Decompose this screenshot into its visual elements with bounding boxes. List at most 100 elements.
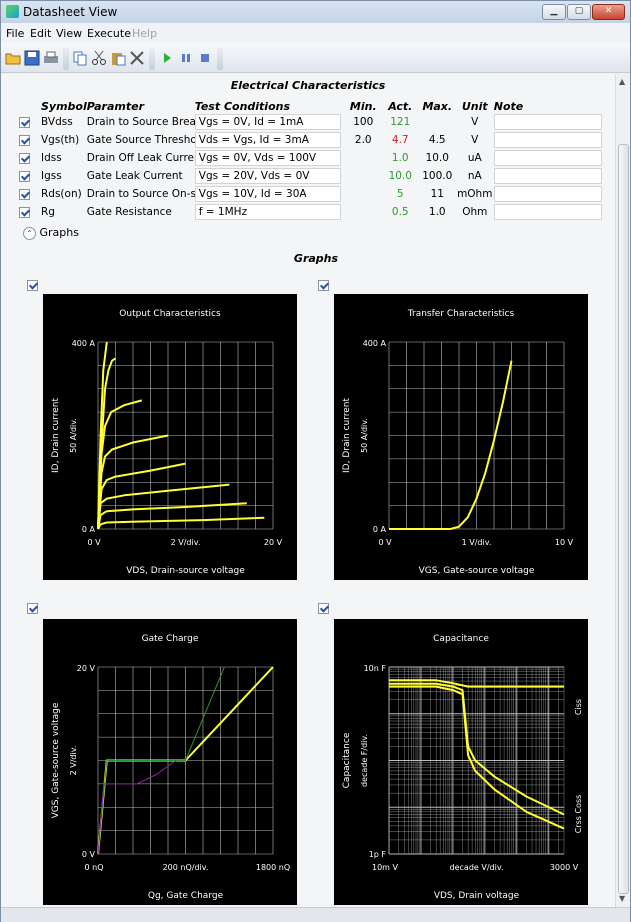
cut-icon[interactable]: [91, 50, 107, 66]
note-field[interactable]: [493, 150, 602, 166]
note-field[interactable]: [493, 114, 602, 130]
cell-parameter: Gate Leak Current: [86, 170, 183, 182]
window-title: Datasheet View: [23, 5, 118, 19]
cell-unit: Ohm: [462, 206, 488, 218]
maximize-button[interactable]: ▢: [567, 4, 591, 20]
chart-title: Capacitance: [433, 634, 489, 644]
note-field[interactable]: [493, 204, 602, 220]
cell-act: 5: [396, 188, 404, 200]
pause-icon[interactable]: [178, 50, 194, 66]
scroll-up-icon[interactable]: ▲: [619, 77, 626, 86]
cell-parameter: Gate Resistance: [86, 206, 172, 218]
row-checkbox[interactable]: [19, 152, 30, 164]
row-checkbox[interactable]: [19, 134, 30, 146]
cell-symbol: Rg: [41, 206, 55, 218]
save-icon[interactable]: [24, 50, 40, 66]
cell-max: 100.0: [422, 170, 453, 182]
note-field[interactable]: [493, 132, 602, 148]
x-axis-label: Qg, Gate Charge: [148, 891, 224, 901]
table-row: Idss Drain Off Leak Current Vgs = 0V, Vds …: [19, 149, 604, 167]
title-bar[interactable]: Datasheet View ▁ ▢ ✕: [1, 1, 630, 23]
scroll-down-icon[interactable]: ▼: [619, 894, 626, 903]
y-tick-label: 10n F: [364, 664, 387, 673]
table-row: Rg Gate Resistance f = 1MHz 0.5 1.0 Ohm: [19, 203, 604, 221]
y-div-label: 50 A/div.: [69, 418, 78, 453]
chart-grid: [97, 666, 274, 855]
graph-checkbox-gate-charge[interactable]: [27, 603, 38, 614]
y-tick-label: 20 V: [77, 664, 96, 673]
chevron-up-icon[interactable]: ⌃: [23, 226, 36, 240]
delete-icon[interactable]: [129, 50, 145, 66]
series-line-0: [389, 360, 513, 530]
toolbar-separator: [149, 48, 155, 70]
cell-min: [345, 203, 382, 221]
cell-max: [419, 113, 456, 131]
note-field[interactable]: [493, 168, 602, 184]
cell-symbol: Rds(on): [41, 188, 82, 200]
conditions-field[interactable]: Vgs = 0V, Id = 1mA: [194, 114, 341, 130]
graphs-toggle[interactable]: ⌃ Graphs: [23, 226, 79, 240]
y-tick-label: 0 V: [82, 850, 96, 859]
x-tick-label: 0 V: [378, 538, 392, 547]
menu-edit[interactable]: Edit: [30, 27, 52, 40]
cell-min: [345, 149, 382, 167]
x-axis-label: VGS, Gate-source voltage: [419, 566, 535, 576]
cell-act: 4.7: [391, 134, 409, 146]
chart-title: Gate Charge: [142, 634, 199, 644]
electrical-table: Symbol Paramter Test Conditions Min. Act…: [19, 100, 604, 221]
series-line-1: [97, 666, 225, 855]
legend-crss-coss: Crss Coss: [574, 795, 583, 834]
close-button[interactable]: ✕: [592, 4, 625, 20]
print-icon[interactable]: [43, 50, 59, 66]
graphs-toggle-label: Graphs: [39, 226, 79, 239]
cell-unit: V: [471, 134, 479, 146]
graph-checkbox-transfer[interactable]: [318, 280, 329, 291]
conditions-field[interactable]: f = 1MHz: [194, 204, 341, 220]
cell-parameter: Drain to Source On-state···: [86, 188, 195, 200]
series-line-2: [97, 399, 143, 530]
conditions-field[interactable]: Vds = Vgs, Id = 3mA: [194, 132, 341, 148]
row-checkbox[interactable]: [19, 116, 30, 128]
conditions-field[interactable]: Vgs = 0V, Vds = 100V: [194, 150, 341, 166]
note-field[interactable]: [493, 186, 602, 202]
menu-file[interactable]: File: [6, 27, 25, 40]
chart-title: Transfer Characteristics: [407, 309, 515, 319]
conditions-field[interactable]: Vgs = 20V, Vds = 0V: [194, 168, 341, 184]
series-line-1: [389, 682, 565, 816]
menu-help[interactable]: Help: [132, 27, 158, 40]
minimize-button[interactable]: ▁: [542, 4, 566, 20]
x-axis-label: VDS, Drain-source voltage: [126, 566, 245, 576]
scroll-thumb[interactable]: [618, 144, 629, 894]
cell-min: [345, 167, 382, 185]
run-icon[interactable]: [159, 50, 175, 66]
content-area: Electrical Characteristics Symbol Paramt…: [1, 74, 615, 907]
vertical-scrollbar[interactable]: ▲ ▼: [615, 74, 630, 907]
conditions-field[interactable]: Vgs = 10V, Id = 30A: [194, 186, 341, 202]
cell-unit: nA: [467, 170, 482, 182]
x-tick-label: 20 V: [264, 538, 283, 547]
series-line-5: [97, 483, 230, 530]
row-checkbox[interactable]: [19, 188, 30, 200]
series-line-2: [389, 685, 565, 830]
graph-checkbox-output[interactable]: [27, 280, 38, 291]
toolbar: [1, 43, 630, 73]
row-checkbox[interactable]: [19, 206, 30, 218]
series-line-2: [97, 760, 177, 855]
copy-icon[interactable]: [72, 50, 88, 66]
cell-symbol: Igss: [41, 170, 62, 182]
cell-max: 11: [430, 188, 444, 200]
paste-icon[interactable]: [110, 50, 126, 66]
menu-execute[interactable]: Execute: [87, 27, 131, 40]
graph-checkbox-capacitance[interactable]: [318, 603, 329, 614]
cell-max: 1.0: [428, 206, 446, 218]
chart-grid: [97, 341, 274, 530]
x-tick-label: 10m V: [372, 863, 399, 872]
row-checkbox[interactable]: [19, 170, 30, 182]
stop-icon[interactable]: [197, 50, 213, 66]
x-tick-label: decade V/div.: [450, 863, 504, 872]
y-div-label: 2 V/div.: [69, 746, 78, 776]
series-line-7: [97, 516, 265, 530]
menu-view[interactable]: View: [56, 27, 83, 40]
menu-bar: File Edit View Execute Help: [1, 23, 630, 43]
open-folder-icon[interactable]: [5, 50, 21, 66]
